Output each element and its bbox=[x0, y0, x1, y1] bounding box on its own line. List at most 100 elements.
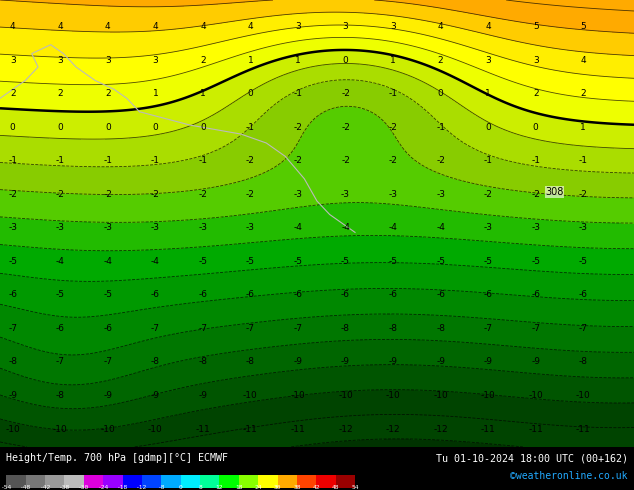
Text: -10: -10 bbox=[576, 391, 591, 400]
Text: -5: -5 bbox=[579, 257, 588, 266]
Text: 4: 4 bbox=[248, 23, 253, 31]
Text: -1: -1 bbox=[246, 123, 255, 132]
Text: 2: 2 bbox=[10, 89, 15, 98]
Text: -7: -7 bbox=[198, 324, 207, 333]
Text: -2: -2 bbox=[341, 156, 350, 166]
Text: -6: -6 bbox=[579, 291, 588, 299]
Text: -11: -11 bbox=[195, 424, 210, 434]
Text: 3: 3 bbox=[10, 56, 16, 65]
Text: -5: -5 bbox=[389, 257, 398, 266]
Text: -4: -4 bbox=[56, 257, 65, 266]
Text: 0: 0 bbox=[247, 89, 254, 98]
Text: -10: -10 bbox=[100, 424, 115, 434]
Text: -1: -1 bbox=[531, 156, 540, 166]
Text: -8: -8 bbox=[579, 358, 588, 367]
Text: -6: -6 bbox=[341, 291, 350, 299]
Text: -7: -7 bbox=[246, 324, 255, 333]
Text: -9: -9 bbox=[151, 391, 160, 400]
Text: -6: -6 bbox=[198, 291, 207, 299]
Text: 18: 18 bbox=[235, 485, 243, 490]
Text: -2: -2 bbox=[436, 156, 445, 166]
Text: 0: 0 bbox=[179, 485, 183, 490]
Text: 24: 24 bbox=[254, 485, 262, 490]
Text: 2: 2 bbox=[58, 89, 63, 98]
Text: -1: -1 bbox=[56, 156, 65, 166]
FancyBboxPatch shape bbox=[26, 475, 45, 488]
Text: 54: 54 bbox=[351, 485, 359, 490]
Text: -3: -3 bbox=[436, 190, 445, 199]
Text: -3: -3 bbox=[294, 190, 302, 199]
Text: -2: -2 bbox=[341, 89, 350, 98]
Text: -5: -5 bbox=[246, 257, 255, 266]
Text: -5: -5 bbox=[341, 257, 350, 266]
Text: -11: -11 bbox=[481, 424, 496, 434]
Text: -2: -2 bbox=[198, 190, 207, 199]
Text: -10: -10 bbox=[290, 391, 306, 400]
Text: 0: 0 bbox=[485, 123, 491, 132]
Text: -5: -5 bbox=[294, 257, 302, 266]
Text: 3: 3 bbox=[342, 23, 349, 31]
Text: -7: -7 bbox=[56, 358, 65, 367]
Text: 4: 4 bbox=[105, 23, 110, 31]
Text: 3: 3 bbox=[105, 56, 111, 65]
Text: -9: -9 bbox=[341, 358, 350, 367]
FancyBboxPatch shape bbox=[161, 475, 181, 488]
Text: -1: -1 bbox=[198, 156, 207, 166]
Text: -54: -54 bbox=[1, 485, 12, 490]
Text: -1: -1 bbox=[8, 156, 17, 166]
Text: -6: -6 bbox=[8, 291, 17, 299]
Text: 2: 2 bbox=[533, 89, 538, 98]
Text: 12: 12 bbox=[216, 485, 223, 490]
Text: 4: 4 bbox=[10, 23, 15, 31]
Text: -8: -8 bbox=[151, 358, 160, 367]
Text: -8: -8 bbox=[341, 324, 350, 333]
Text: -2: -2 bbox=[579, 190, 588, 199]
Text: -9: -9 bbox=[103, 391, 112, 400]
Text: 0: 0 bbox=[533, 123, 539, 132]
Text: -6: -6 bbox=[103, 324, 112, 333]
FancyBboxPatch shape bbox=[219, 475, 239, 488]
Text: 0: 0 bbox=[342, 56, 349, 65]
Text: -5: -5 bbox=[484, 257, 493, 266]
Text: ©weatheronline.co.uk: ©weatheronline.co.uk bbox=[510, 470, 628, 481]
FancyBboxPatch shape bbox=[45, 475, 65, 488]
Text: -6: -6 bbox=[246, 291, 255, 299]
Text: 2: 2 bbox=[438, 56, 443, 65]
Text: 5: 5 bbox=[580, 23, 586, 31]
Text: -5: -5 bbox=[56, 291, 65, 299]
Text: -3: -3 bbox=[8, 223, 17, 232]
Text: -2: -2 bbox=[56, 190, 65, 199]
Text: -12: -12 bbox=[136, 485, 148, 490]
Text: -7: -7 bbox=[294, 324, 302, 333]
Text: -4: -4 bbox=[151, 257, 160, 266]
Text: 1: 1 bbox=[247, 56, 254, 65]
Text: 0: 0 bbox=[437, 89, 444, 98]
Text: 30: 30 bbox=[274, 485, 281, 490]
FancyBboxPatch shape bbox=[65, 475, 84, 488]
Text: -9: -9 bbox=[294, 358, 302, 367]
Text: 3: 3 bbox=[57, 56, 63, 65]
Text: -6: -6 bbox=[531, 291, 540, 299]
Text: -11: -11 bbox=[290, 424, 306, 434]
Text: -12: -12 bbox=[385, 424, 401, 434]
Text: -2: -2 bbox=[294, 123, 302, 132]
Text: -4: -4 bbox=[103, 257, 112, 266]
Text: -7: -7 bbox=[151, 324, 160, 333]
Text: -8: -8 bbox=[198, 358, 207, 367]
Text: -42: -42 bbox=[39, 485, 51, 490]
Text: -9: -9 bbox=[436, 358, 445, 367]
Text: -5: -5 bbox=[436, 257, 445, 266]
FancyBboxPatch shape bbox=[103, 475, 122, 488]
Text: -6: -6 bbox=[294, 291, 302, 299]
Text: Tu 01-10-2024 18:00 UTC (00+162): Tu 01-10-2024 18:00 UTC (00+162) bbox=[436, 453, 628, 464]
Text: 3: 3 bbox=[295, 23, 301, 31]
Text: 0: 0 bbox=[152, 123, 158, 132]
Text: 1: 1 bbox=[295, 56, 301, 65]
Text: 5: 5 bbox=[533, 23, 539, 31]
Text: 4: 4 bbox=[153, 23, 158, 31]
Text: -3: -3 bbox=[579, 223, 588, 232]
Text: -2: -2 bbox=[389, 156, 398, 166]
Text: -4: -4 bbox=[436, 223, 445, 232]
Text: 3: 3 bbox=[533, 56, 539, 65]
FancyBboxPatch shape bbox=[316, 475, 335, 488]
